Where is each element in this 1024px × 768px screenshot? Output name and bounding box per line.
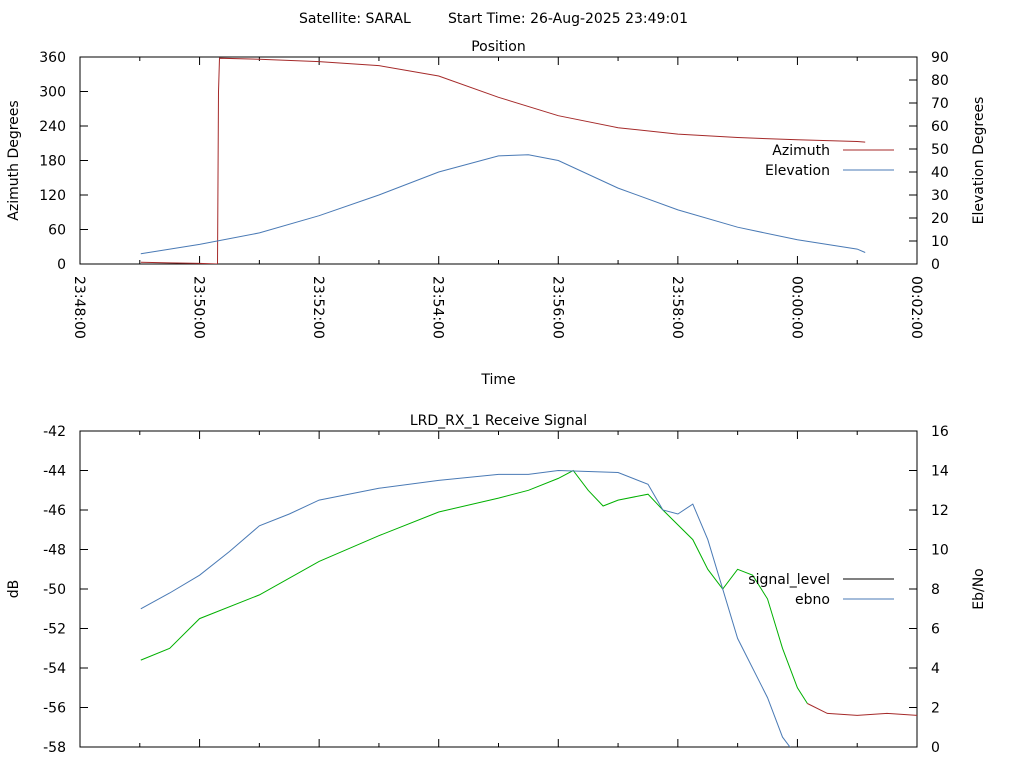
chart-title: Position <box>471 39 526 55</box>
legend-label-signal-level: signal_level <box>748 572 830 588</box>
y-axis-label: dB <box>6 580 22 599</box>
y2-tick-label: 80 <box>931 73 949 89</box>
x-tick-label: 23:48:00 <box>71 276 87 339</box>
y2-tick-label: 50 <box>931 142 949 158</box>
y-tick-label: -52 <box>43 622 66 638</box>
y2-tick-label: 8 <box>931 582 940 598</box>
y2-tick-label: 2 <box>931 701 940 717</box>
position-chart: Position 0 60 120 180 240 300 360 0 10 20 30 40 50 60 7… <box>6 39 987 388</box>
series-line-signal-level-0 <box>140 469 808 704</box>
y2-tick-label: 4 <box>931 661 940 677</box>
y-tick-label: -56 <box>43 701 66 717</box>
legend-label-ebno: ebno <box>795 592 830 608</box>
x-tick-label: 00:02:00 <box>908 276 924 339</box>
y2-tick-label: 14 <box>931 464 949 480</box>
x-tick-label: 23:52:00 <box>310 276 326 339</box>
y-tick-label: -58 <box>43 740 66 756</box>
x-tick-label: 23:50:00 <box>191 276 207 339</box>
y-tick-label: 60 <box>48 223 66 239</box>
y-tick-label: -42 <box>43 424 66 440</box>
y-tick-label: 180 <box>39 154 66 170</box>
series-line-azimuth <box>140 57 866 264</box>
x-tick-label: 23:54:00 <box>430 276 446 339</box>
y2-tick-label: 70 <box>931 96 949 112</box>
y-tick-label: 0 <box>57 257 66 273</box>
y2-tick-label: 20 <box>931 211 949 227</box>
header-satellite: Satellite: SARAL <box>299 11 411 27</box>
y2-tick-label: 60 <box>931 119 949 135</box>
y-tick-label: -50 <box>43 582 66 598</box>
y2-tick-label: 16 <box>931 424 949 440</box>
y-tick-label: 360 <box>39 50 66 66</box>
plot-frame <box>79 56 918 265</box>
y-tick-label: 300 <box>39 85 66 101</box>
series-line-signal-level-1 <box>807 703 917 716</box>
receive-signal-chart: LRD_RX_1 Receive Signal -58 -56 -54 -52 -50 -4… <box>6 413 987 756</box>
y2-axis-label: Eb/No <box>971 568 987 610</box>
y2-tick-label: 10 <box>931 234 949 250</box>
plot-frame <box>79 430 918 748</box>
y2-axis-label: Elevation Degrees <box>971 97 987 225</box>
series-line-ebno <box>140 469 791 747</box>
y-tick-label: -48 <box>43 543 66 559</box>
y2-tick-label: 0 <box>931 740 940 756</box>
legend-label-elevation: Elevation <box>765 163 830 179</box>
header-start-time: Start Time: 26-Aug-2025 23:49:01 <box>448 11 688 27</box>
y-tick-label: 240 <box>39 119 66 135</box>
x-tick-label: 23:56:00 <box>549 276 565 339</box>
x-tick-label: 23:58:00 <box>669 276 685 339</box>
y-tick-label: 120 <box>39 188 66 204</box>
y2-tick-label: 90 <box>931 50 949 66</box>
y2-tick-label: 6 <box>931 622 940 638</box>
y2-tick-label: 0 <box>931 257 940 273</box>
y2-tick-label: 12 <box>931 503 949 519</box>
chart-title: LRD_RX_1 Receive Signal <box>410 413 587 429</box>
series-line-elevation <box>140 154 866 255</box>
y2-tick-label: 10 <box>931 543 949 559</box>
y2-tick-label: 40 <box>931 165 949 181</box>
y-tick-label: -44 <box>43 464 66 480</box>
y2-tick-label: 30 <box>931 188 949 204</box>
x-axis-label: Time <box>480 372 515 388</box>
legend-label-azimuth: Azimuth <box>772 143 830 159</box>
y-axis-label: Azimuth Degrees <box>6 100 22 220</box>
y-tick-label: -54 <box>43 661 66 677</box>
x-tick-label: 00:00:00 <box>788 276 804 339</box>
y-tick-label: -46 <box>43 503 66 519</box>
